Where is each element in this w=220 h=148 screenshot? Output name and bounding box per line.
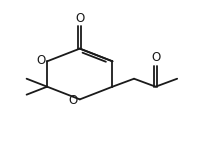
Text: O: O bbox=[69, 94, 78, 107]
Text: O: O bbox=[75, 12, 84, 25]
Text: O: O bbox=[151, 52, 160, 65]
Text: O: O bbox=[36, 54, 45, 67]
